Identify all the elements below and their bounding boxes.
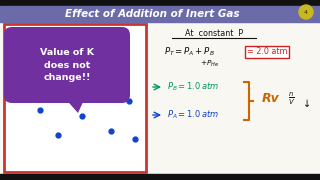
Text: $P_A = 1.0\,atm$: $P_A = 1.0\,atm$ bbox=[167, 109, 219, 121]
Text: $\frac{n}{V}$: $\frac{n}{V}$ bbox=[288, 91, 295, 107]
Text: Rv: Rv bbox=[262, 93, 280, 105]
Text: 4: 4 bbox=[304, 10, 308, 15]
Text: = 2.0 atm: = 2.0 atm bbox=[247, 48, 287, 57]
FancyBboxPatch shape bbox=[4, 24, 146, 172]
Text: At  constant  P: At constant P bbox=[185, 28, 243, 37]
Text: Value of K
does not
change!!: Value of K does not change!! bbox=[40, 48, 94, 82]
Polygon shape bbox=[62, 91, 88, 113]
FancyBboxPatch shape bbox=[4, 27, 130, 103]
Text: $+ P_{He}$: $+ P_{He}$ bbox=[200, 59, 219, 69]
Circle shape bbox=[299, 5, 313, 19]
Text: $\downarrow$: $\downarrow$ bbox=[301, 97, 311, 109]
Text: $P_T = P_A + P_B$: $P_T = P_A + P_B$ bbox=[164, 46, 215, 58]
Text: Effect of Addition of Inert Gas: Effect of Addition of Inert Gas bbox=[65, 9, 239, 19]
Text: $P_B = 1.0\,atm$: $P_B = 1.0\,atm$ bbox=[167, 81, 219, 93]
